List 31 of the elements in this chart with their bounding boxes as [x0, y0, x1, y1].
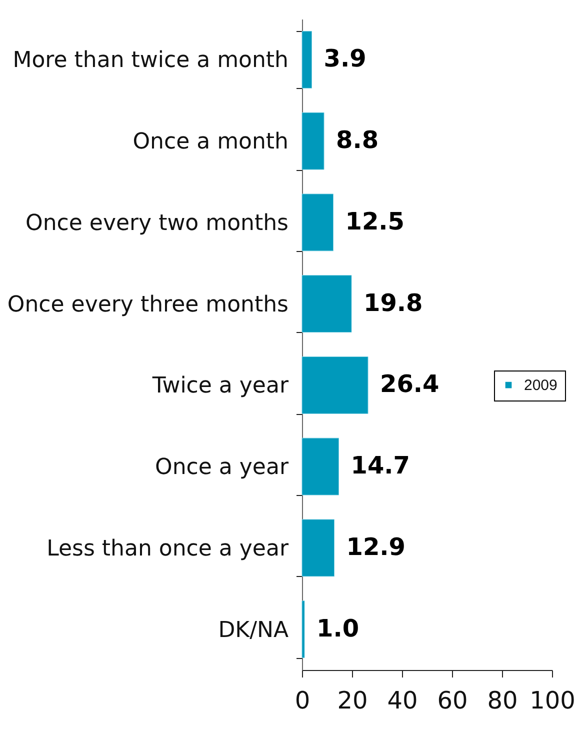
x-tick-label: 60 [437, 686, 468, 714]
y-tick-label: Once a year [155, 455, 290, 480]
y-tick-label: DK/NA [218, 618, 288, 643]
bar [302, 275, 352, 333]
data-label: 8.8 [336, 126, 379, 154]
data-label: 19.8 [364, 288, 423, 317]
legend-label: 2009 [524, 377, 558, 394]
data-label: 12.9 [346, 532, 406, 561]
bar [302, 438, 339, 496]
data-label: 14.7 [350, 452, 410, 480]
data-label: 12.5 [345, 207, 404, 236]
bar [302, 112, 324, 170]
bar [302, 519, 334, 577]
x-tick-label: 20 [337, 686, 368, 714]
x-tick-label: 0 [294, 686, 310, 714]
y-tick-label: Once every three months [7, 292, 288, 318]
data-label: 3.9 [324, 44, 366, 73]
bar [302, 30, 312, 88]
y-tick-label: Once a month [132, 130, 288, 155]
bar [302, 356, 368, 414]
bar [302, 194, 334, 252]
data-label: 26.4 [380, 370, 440, 398]
x-tick-label: 80 [487, 686, 518, 714]
x-tick-label: 40 [387, 686, 418, 714]
y-tick-label: Twice a year [151, 374, 290, 399]
x-tick-label: 100 [530, 686, 576, 714]
bar [302, 600, 305, 658]
y-tick-label: More than twice a month [12, 48, 288, 74]
y-tick-label: Once every two months [26, 210, 288, 236]
y-tick-label: Less than once a year [46, 536, 290, 562]
data-label: 1.0 [316, 614, 360, 642]
